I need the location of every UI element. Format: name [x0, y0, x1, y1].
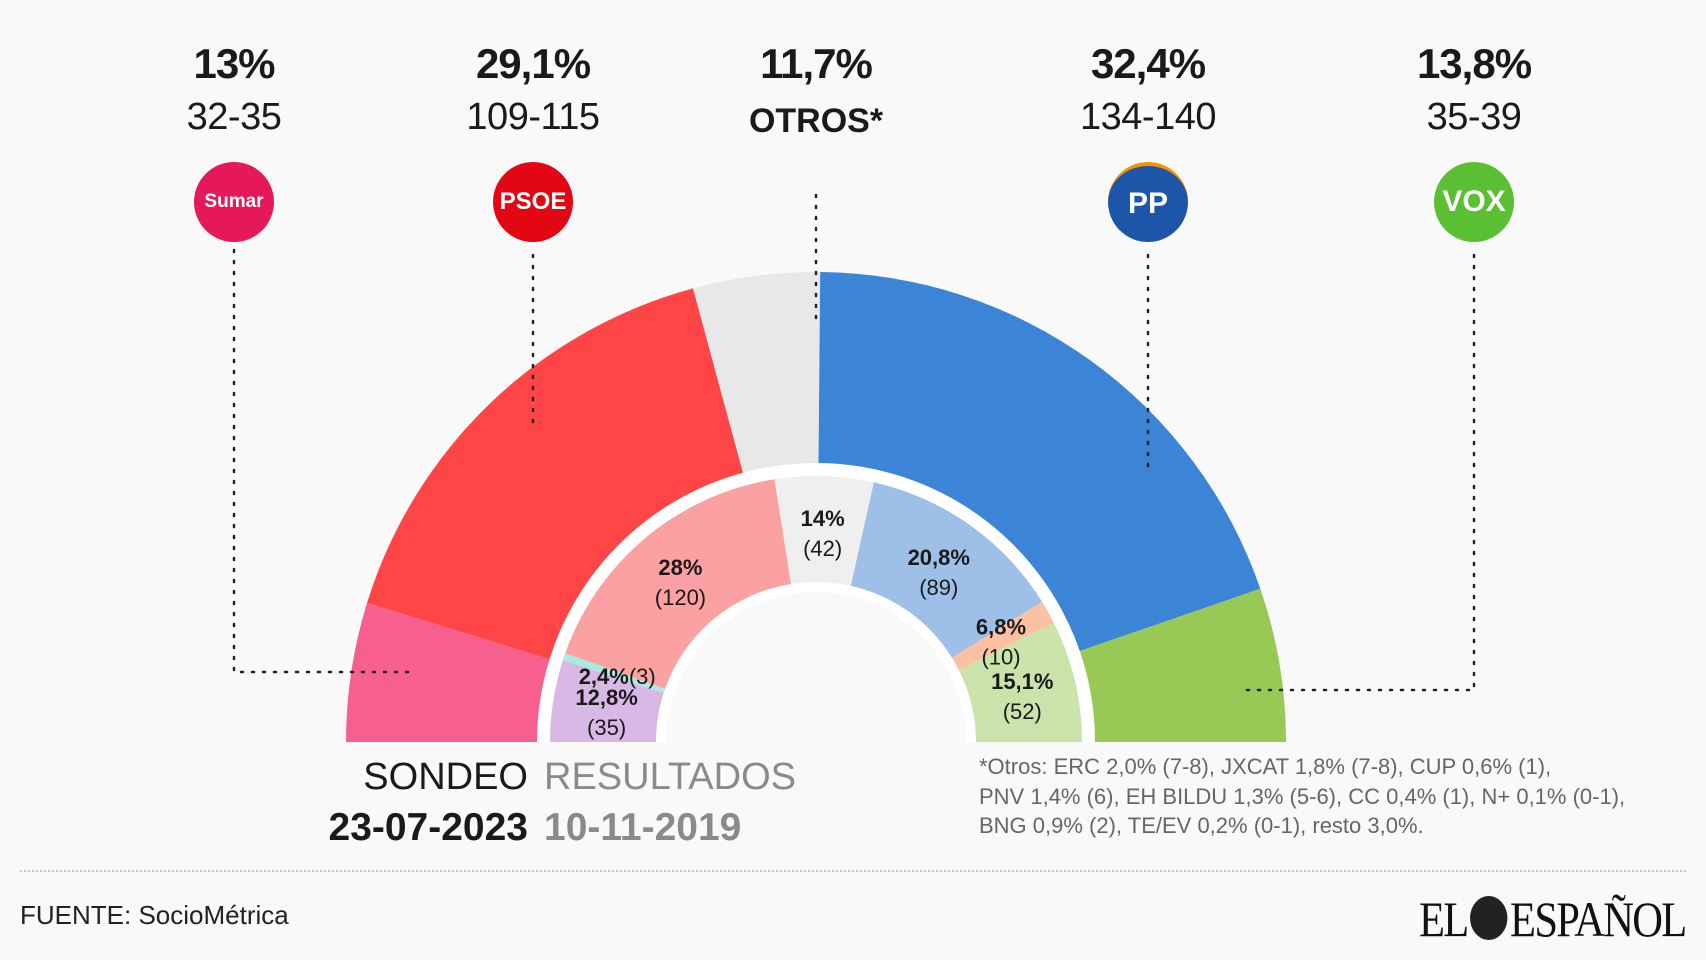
outer-segment-otros — [692, 271, 821, 473]
brand-right: ESPAÑOL — [1510, 891, 1688, 947]
pp-pct: 32,4% — [1090, 40, 1206, 87]
footnote: *Otros: ERC 2,0% (7-8), JXCAT 1,8% (7-8)… — [979, 752, 1679, 841]
outer-segment-vox — [1079, 588, 1286, 742]
footnote-line: *Otros: ERC 2,0% (7-8), JXCAT 1,8% (7-8)… — [979, 754, 1552, 779]
sumar-logo: Sumar — [194, 162, 274, 242]
vox-seats: 35-39 — [1426, 96, 1522, 138]
leader-sumar — [232, 248, 415, 674]
inner-label-pct: 28% — [658, 555, 702, 580]
inner-label: 14% (42) — [801, 506, 845, 561]
inner-label-seats: (89) — [919, 575, 958, 600]
inner-label-pct: 15,1% — [991, 669, 1053, 694]
brand-logo: EL ESPAÑOL — [1419, 890, 1688, 948]
inner-label: 28% (120) — [655, 555, 706, 610]
resultados-date: 10-11-2019 — [544, 806, 742, 849]
inner-label-seats: (10) — [981, 644, 1020, 669]
vox-pct: 13,8% — [1416, 40, 1532, 87]
inner-segment-más-país — [562, 653, 666, 693]
psoe-logo: PSOE — [493, 162, 573, 242]
inner-segment-pp — [850, 482, 1043, 658]
inner-label: 15,1% (52) — [991, 669, 1053, 724]
inner-segment-psoe — [565, 479, 792, 689]
inner-label-seats: (35) — [587, 715, 626, 740]
inner-label-pct: 20,8% — [908, 545, 970, 570]
inner-segment-otros — [774, 476, 874, 586]
sumar-pct: 13% — [193, 40, 275, 87]
pp-seats: 134-140 — [1080, 96, 1216, 138]
psoe-seats: 109-115 — [466, 96, 600, 138]
outer-segment-sumar — [346, 602, 550, 742]
sumar-seats: 32-35 — [186, 96, 282, 138]
inner-label: 2,4%(3) — [579, 664, 656, 689]
divider — [20, 870, 1686, 872]
outer-segment-psoe — [367, 288, 743, 660]
inner-label: 20,8% (89) — [908, 545, 970, 600]
inner-segment-unidas-podemos — [550, 660, 664, 742]
inner-label-pct: 14% — [801, 506, 845, 531]
inner-label-seats: (3) — [629, 664, 656, 689]
inner-label-seats: (42) — [803, 536, 842, 561]
inner-label-seats: (52) — [1003, 699, 1042, 724]
inner-label-seats: (120) — [655, 585, 706, 610]
sondeo-label: SONDEO — [363, 756, 528, 798]
inner-label-pct: 2,4% — [579, 664, 629, 689]
otros-label: OTROS* — [748, 102, 884, 140]
vox-logo: VOX — [1434, 162, 1514, 242]
resultados-label: RESULTADOS — [544, 756, 796, 798]
inner-label: 12,8% (35) — [575, 685, 637, 740]
leader-vox — [1243, 253, 1476, 692]
outer-segment-pp — [818, 272, 1261, 652]
lion-icon — [1470, 896, 1508, 940]
inner-label-pct: 12,8% — [575, 685, 637, 710]
otros-pct: 11,7% — [760, 40, 873, 87]
inner-segment-vox — [958, 622, 1082, 742]
pp-logo: PP — [1108, 162, 1188, 242]
inner-label-pct: 6,8% — [976, 614, 1026, 639]
footnote-line: PNV 1,4% (6), EH BILDU 1,3% (5-6), CC 0,… — [979, 783, 1626, 809]
footnote-line: BNG 0,9% (2), TE/EV 0,2% (0-1), resto 3,… — [979, 813, 1424, 838]
inner-label: 6,8% (10) — [976, 614, 1026, 669]
sondeo-date: 23-07-2023 — [328, 806, 529, 849]
source-text: FUENTE: SocioMétrica — [20, 900, 289, 930]
psoe-pct: 29,1% — [475, 40, 591, 87]
brand-left: EL — [1419, 891, 1469, 947]
inner-segment-cs — [951, 601, 1054, 671]
